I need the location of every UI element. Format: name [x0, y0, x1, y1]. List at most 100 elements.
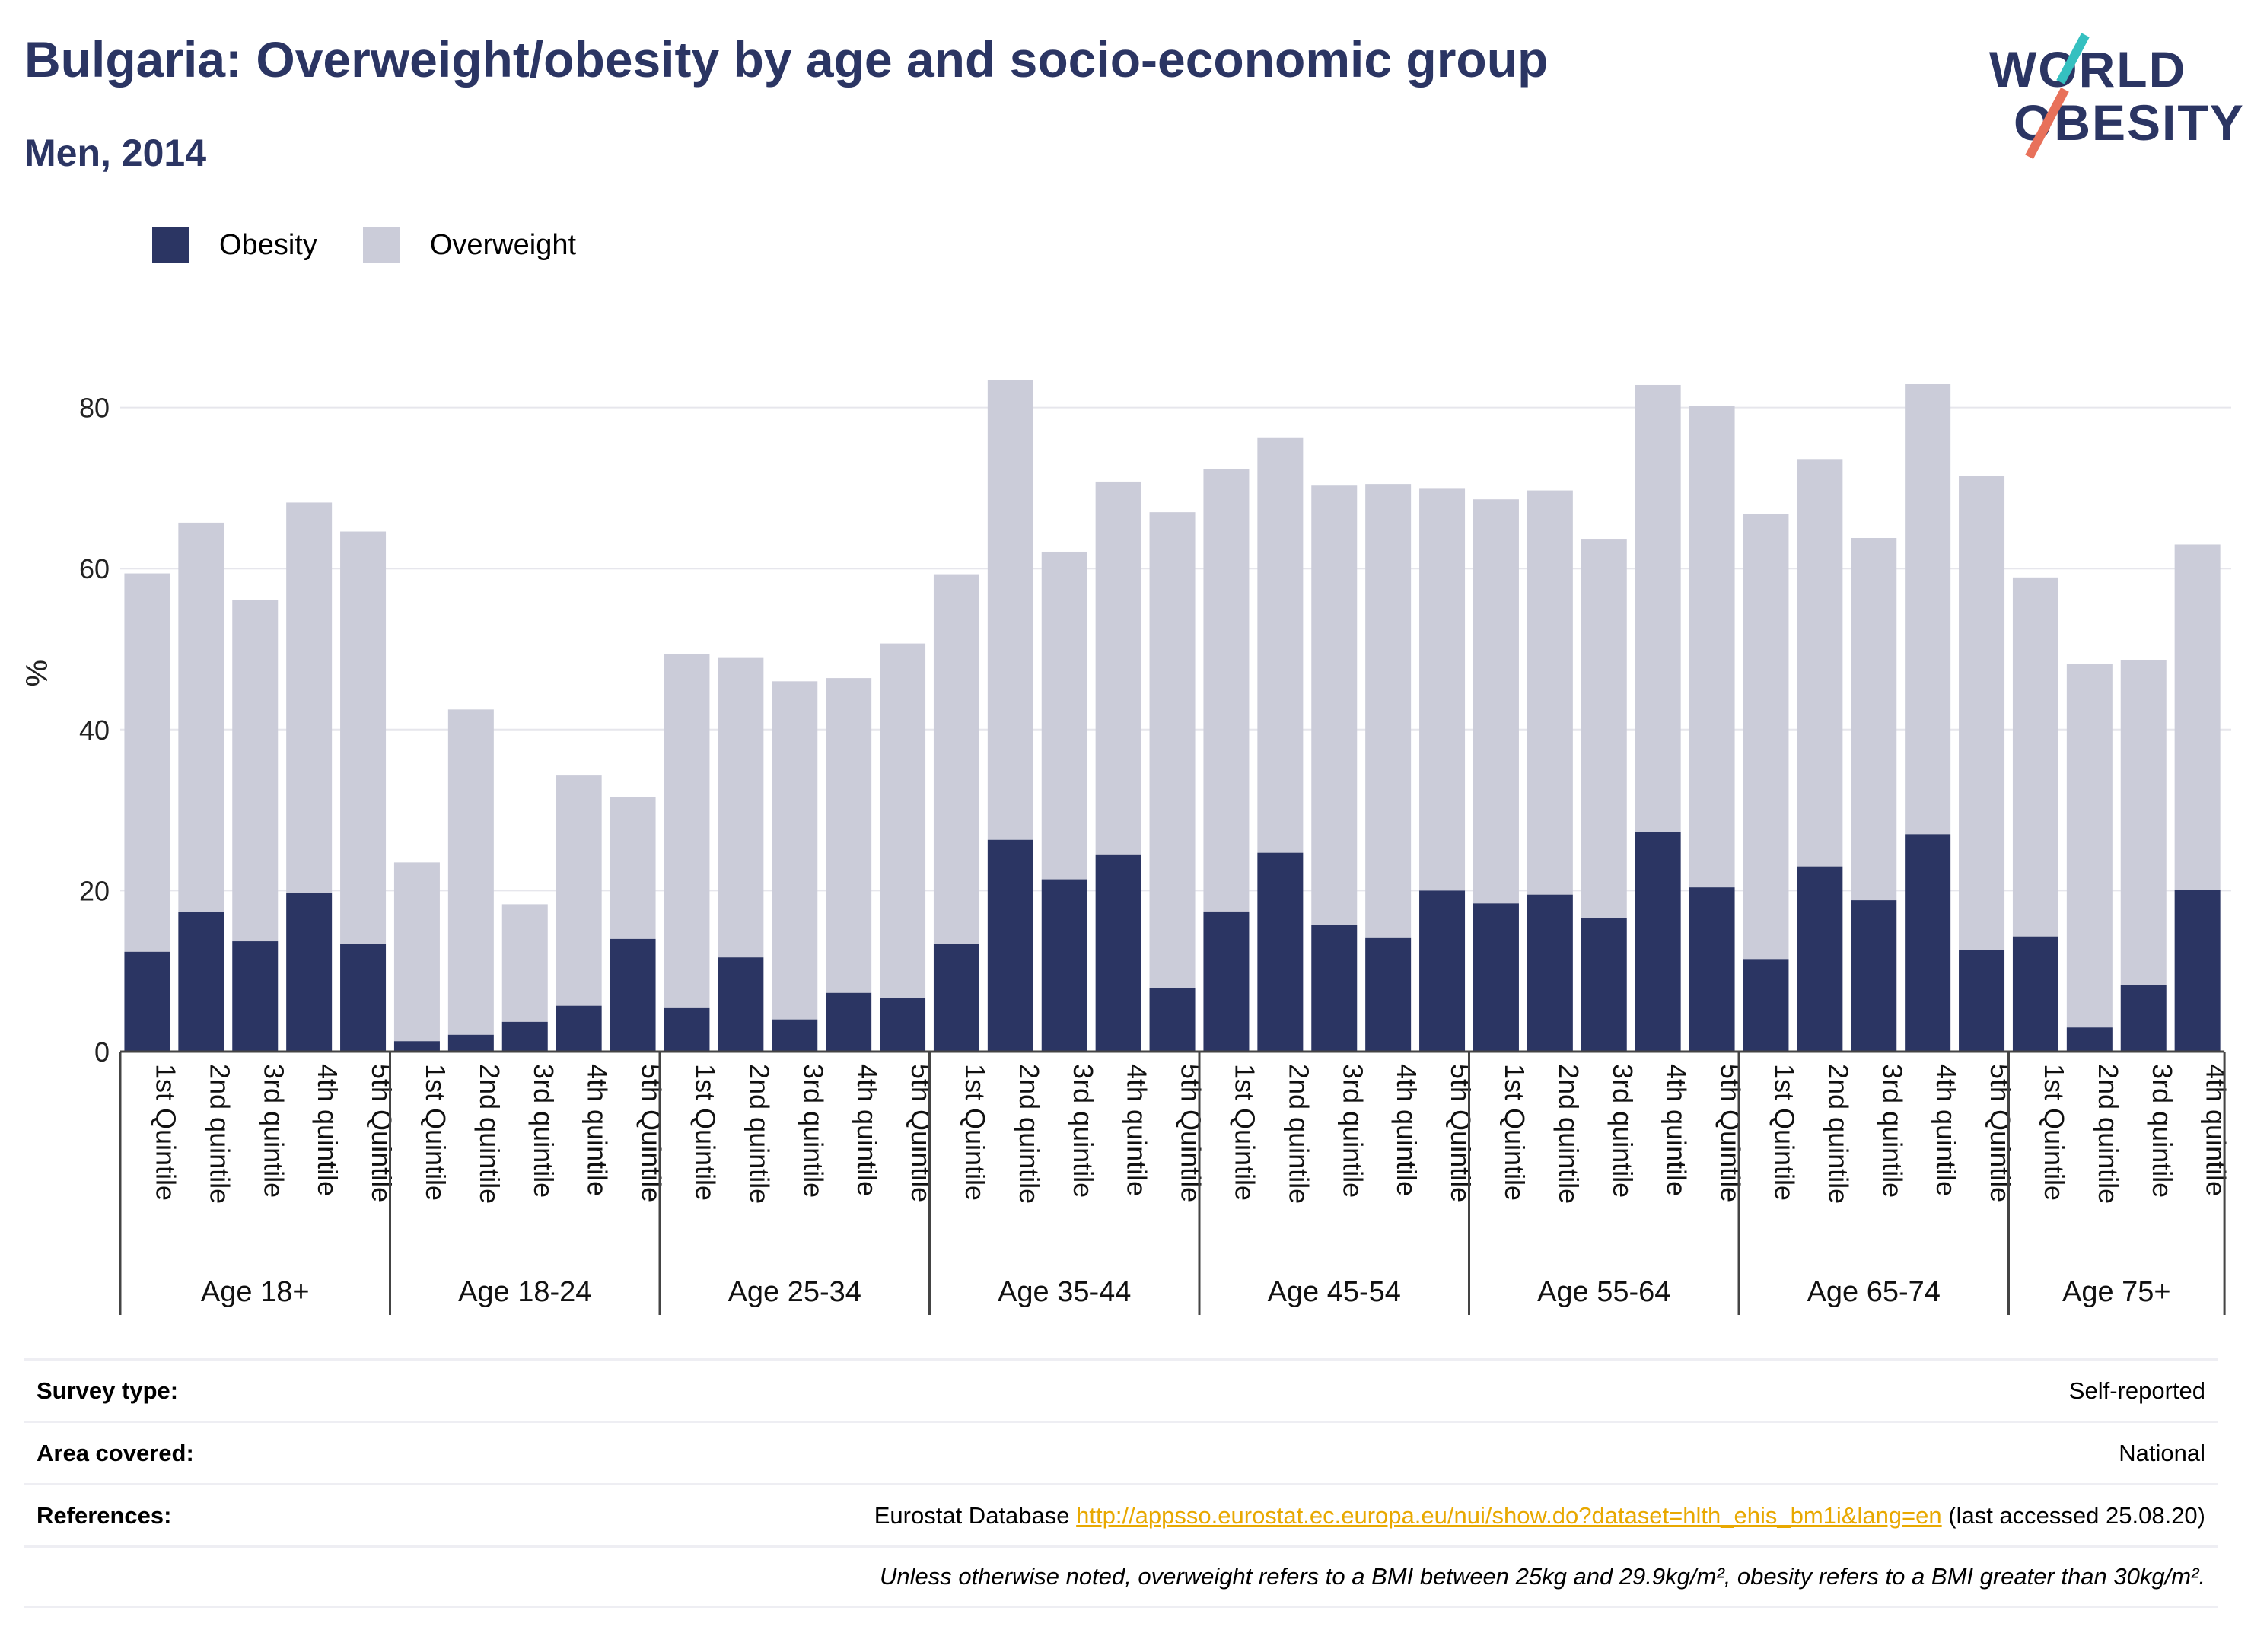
bar-obesity — [1095, 854, 1141, 1052]
bar-overweight — [340, 531, 387, 944]
stacked-bar-chart: 0 20 40 60 80% 1st Quintile 2nd quintile 3rd qu… — [21, 380, 2232, 1315]
x-tick-label: 4th quintile — [1391, 1064, 1422, 1196]
bar-obesity — [933, 944, 979, 1052]
bar-overweight — [1041, 551, 1087, 880]
legend-item-obesity: Obesity — [152, 227, 317, 263]
bar-overweight — [393, 862, 440, 1042]
bar-obesity — [232, 941, 279, 1052]
references-prefix: Eurostat Database — [874, 1501, 1077, 1529]
x-tick-label: 2nd quintile — [1823, 1064, 1854, 1204]
y-tick-label: 60 — [79, 553, 110, 584]
bar-obesity — [1149, 988, 1196, 1052]
legend-item-overweight: Overweight — [362, 227, 576, 263]
bar-overweight — [826, 678, 872, 993]
bar-obesity — [447, 1034, 494, 1052]
x-tick-label: 1st Quintile — [1229, 1064, 1260, 1201]
x-tick-label: 5th Quintile — [1985, 1064, 2016, 1202]
bar-overweight — [2120, 660, 2167, 985]
bar-obesity — [1257, 852, 1304, 1052]
bar-obesity — [1635, 832, 1681, 1052]
x-tick-label: 1st Quintile — [1769, 1064, 1800, 1201]
area-covered-value: National — [2119, 1439, 2205, 1466]
group-label: Age 45-54 — [1268, 1276, 1401, 1308]
page-subtitle: Men, 2014 — [24, 132, 207, 174]
x-tick-label: 2nd quintile — [204, 1064, 235, 1204]
x-tick-label: 5th Quintile — [366, 1064, 397, 1202]
bar-obesity — [1365, 937, 1412, 1052]
x-tick-label: 3rd quintile — [1877, 1064, 1908, 1198]
x-tick-label: 1st Quintile — [689, 1064, 721, 1201]
area-covered-label: Area covered: — [37, 1439, 194, 1466]
x-tick-label: 4th quintile — [2201, 1064, 2232, 1196]
bmi-definition-note: Unless otherwise noted, overweight refer… — [879, 1563, 2205, 1590]
x-tick-label: 2nd quintile — [1014, 1064, 1045, 1204]
x-tick-label: 2nd quintile — [474, 1064, 505, 1204]
bar-obesity — [610, 938, 656, 1052]
page-title: Bulgaria: Overweight/obesity by age and … — [24, 31, 1549, 88]
group-label: Age 55-64 — [1537, 1276, 1670, 1308]
bar-overweight — [1257, 437, 1304, 853]
bar-obesity — [1743, 959, 1789, 1052]
x-tick-label: 1st Quintile — [150, 1064, 181, 1201]
x-tick-label: 1st Quintile — [1499, 1064, 1530, 1201]
x-tick-label: 4th quintile — [312, 1064, 343, 1196]
y-axis-label: % — [21, 660, 54, 687]
bar-overweight — [178, 522, 224, 912]
bar-obesity — [1851, 900, 1897, 1052]
bar-obesity — [1473, 903, 1519, 1052]
group-label: Age 65-74 — [1807, 1276, 1941, 1308]
bar-overweight — [1959, 476, 2005, 950]
group-label: Age 18+ — [201, 1276, 310, 1308]
bar-obesity — [1797, 866, 1843, 1052]
bar-overweight — [1473, 499, 1519, 904]
x-tick-label: 4th quintile — [1661, 1064, 1692, 1196]
bar-overweight — [447, 709, 494, 1035]
group-label: Age 18-24 — [458, 1276, 591, 1308]
x-tick-label: 4th quintile — [1931, 1064, 1962, 1196]
bar-overweight — [2066, 664, 2113, 1028]
bar-obesity — [880, 998, 926, 1052]
bar-obesity — [826, 992, 872, 1052]
legend-swatch-overweight — [362, 227, 400, 263]
bar-overweight — [664, 654, 710, 1008]
bar-overweight — [610, 797, 656, 939]
bar-overweight — [232, 600, 279, 942]
group-label: Age 25-34 — [728, 1276, 861, 1308]
bar-obesity — [286, 893, 333, 1052]
bar-overweight — [1311, 485, 1358, 925]
bar-obesity — [772, 1019, 818, 1052]
references-link[interactable]: http://appsso.eurostat.ec.europa.eu/nui/… — [1076, 1501, 1942, 1529]
x-tick-label: 3rd quintile — [1337, 1064, 1368, 1198]
y-tick-label: 40 — [79, 715, 110, 746]
info-row-note: Unless otherwise noted, overweight refer… — [24, 1545, 2218, 1608]
x-tick-label: 5th Quintile — [906, 1064, 937, 1202]
x-tick-label: 3rd quintile — [258, 1064, 289, 1198]
bar-obesity — [393, 1041, 440, 1052]
x-tick-label: 5th Quintile — [1176, 1064, 1207, 1202]
x-tick-label: 3rd quintile — [2147, 1064, 2178, 1198]
x-tick-label: 2nd quintile — [2093, 1064, 2124, 1204]
world-obesity-logo: WORLD OBESITY — [1979, 30, 2243, 160]
bar-overweight — [556, 775, 602, 1006]
bar-obesity — [556, 1005, 602, 1052]
bar-obesity — [1311, 925, 1358, 1052]
x-tick-label: 2nd quintile — [743, 1064, 775, 1204]
bar-overweight — [1095, 481, 1141, 855]
bar-obesity — [1689, 887, 1735, 1052]
x-tick-label: 3rd quintile — [1068, 1064, 1099, 1198]
bar-obesity — [2174, 890, 2221, 1052]
bar-overweight — [933, 574, 979, 944]
bar-overweight — [1743, 514, 1789, 960]
bar-overweight — [2174, 544, 2221, 890]
bar-overweight — [286, 502, 333, 893]
chart-legend: Obesity Overweight — [152, 227, 622, 263]
x-tick-label: 3rd quintile — [1607, 1064, 1638, 1198]
bar-obesity — [1905, 834, 1951, 1052]
bar-obesity — [1959, 950, 2005, 1052]
info-table: Survey type: Self-reported Area covered:… — [24, 1358, 2218, 1608]
bar-overweight — [1905, 384, 1951, 835]
bar-overweight — [1419, 488, 1466, 891]
x-tick-label: 1st Quintile — [2039, 1064, 2070, 1201]
x-tick-label: 2nd quintile — [1553, 1064, 1584, 1204]
info-row-references: References: Eurostat Database http://app… — [24, 1483, 2218, 1545]
